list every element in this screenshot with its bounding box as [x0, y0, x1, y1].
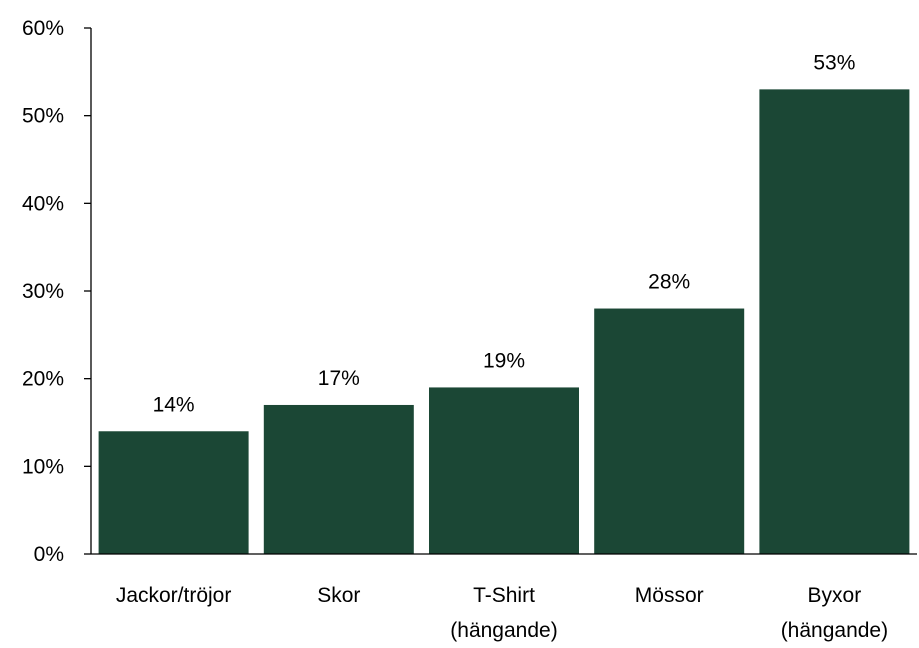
- x-category-label: T-Shirt: [473, 584, 535, 607]
- data-label: 17%: [318, 367, 360, 390]
- bar: [429, 387, 579, 554]
- data-label: 19%: [483, 349, 525, 372]
- y-tick-label: 10%: [22, 455, 64, 478]
- labels-group: 14% Jackor/tröjor 17% Skor 19% T-Shirt (hängan…: [116, 51, 888, 642]
- bar: [263, 404, 414, 554]
- y-tick-label: 60%: [22, 17, 64, 40]
- x-category-label: (hängande): [450, 619, 557, 642]
- x-category-label: Skor: [317, 584, 360, 607]
- bar: [594, 308, 745, 554]
- y-tick-label: 40%: [22, 192, 64, 215]
- data-label: 28%: [648, 271, 690, 294]
- x-category-label: Byxor: [808, 584, 862, 607]
- x-category-label: Jackor/tröjor: [116, 584, 232, 607]
- bars-group: [98, 89, 910, 554]
- y-tick-label: 20%: [22, 368, 64, 391]
- bar: [98, 431, 249, 554]
- data-label: 14%: [153, 393, 195, 416]
- y-tick-label: 50%: [22, 105, 64, 128]
- x-category-label: Mössor: [635, 584, 704, 607]
- y-tick-label: 30%: [22, 280, 64, 303]
- x-category-label: (hängande): [781, 619, 888, 642]
- y-tick-label: 0%: [34, 543, 64, 566]
- bar: [759, 89, 910, 554]
- axes-group: 0% 10% 20% 30% 40% 50% 60%: [22, 17, 917, 566]
- data-label: 53%: [813, 51, 855, 74]
